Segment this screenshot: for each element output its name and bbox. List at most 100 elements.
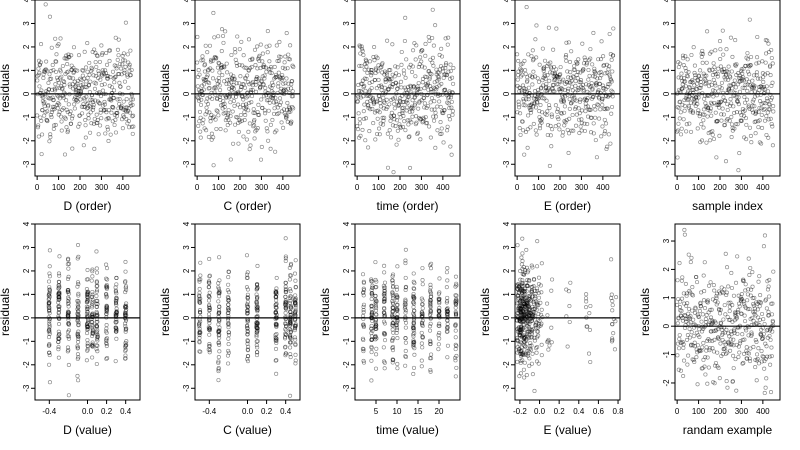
residual-point — [197, 310, 203, 315]
residual-point — [369, 378, 374, 383]
residual-point — [206, 318, 211, 323]
residual-point — [66, 309, 71, 314]
residual-point — [216, 355, 221, 360]
residual-point — [255, 339, 260, 344]
residual-point — [525, 298, 530, 303]
residual-point — [441, 69, 446, 74]
residual-point — [555, 75, 561, 80]
residual-point — [581, 67, 586, 72]
residual-point — [453, 311, 458, 316]
residual-point — [592, 74, 597, 79]
residual-point — [225, 288, 230, 293]
residual-point — [382, 331, 387, 336]
residual-point — [255, 308, 260, 313]
residual-point — [292, 323, 297, 328]
residual-point — [128, 101, 133, 106]
residual-point — [224, 115, 229, 120]
residual-point — [757, 140, 762, 145]
residual-point — [75, 344, 80, 349]
residual-point — [698, 85, 703, 90]
residual-point — [718, 307, 723, 312]
residual-point — [90, 315, 95, 320]
residual-point — [428, 311, 433, 316]
residual-point — [583, 109, 588, 114]
residual-point — [542, 58, 548, 63]
residual-point — [283, 331, 288, 336]
residual-point — [409, 104, 414, 109]
residual-point — [390, 337, 395, 342]
residual-point — [382, 100, 387, 105]
residual-point — [386, 87, 391, 92]
residual-point — [687, 91, 692, 96]
residual-point — [369, 312, 374, 317]
residual-point — [203, 62, 208, 67]
residual-point — [740, 297, 745, 302]
residual-point — [226, 325, 231, 330]
residual-point — [207, 321, 212, 326]
residual-point — [369, 337, 374, 343]
residual-point — [47, 290, 52, 295]
residual-point — [734, 342, 739, 347]
residual-point — [217, 335, 222, 340]
residual-point — [431, 43, 436, 48]
residual-point — [532, 296, 537, 301]
residual-point — [421, 117, 426, 122]
residual-point — [124, 301, 129, 306]
residual-point — [113, 75, 118, 80]
residual-point — [517, 285, 522, 290]
residual-point — [403, 308, 408, 313]
residual-point — [597, 96, 602, 101]
residual-point — [109, 91, 114, 96]
residual-point — [274, 99, 279, 104]
residual-point — [383, 79, 388, 84]
residual-point — [596, 57, 601, 62]
residual-point — [388, 114, 393, 119]
residual-point — [767, 49, 772, 55]
residual-point — [84, 79, 89, 84]
residual-point — [748, 83, 753, 88]
residual-point — [65, 109, 70, 115]
residual-point — [361, 290, 366, 296]
residual-point — [47, 77, 52, 82]
residual-point — [390, 316, 395, 321]
residual-point — [381, 292, 386, 297]
residual-point — [734, 316, 739, 321]
residual-point — [770, 319, 775, 325]
residual-point — [610, 69, 615, 74]
residual-point — [242, 110, 247, 115]
residual-point — [261, 82, 266, 87]
residual-point — [76, 304, 81, 309]
residual-point — [730, 54, 735, 59]
residual-point — [702, 112, 707, 117]
residual-point — [524, 289, 529, 294]
residual-point — [90, 289, 95, 295]
residual-point — [738, 341, 743, 346]
residual-point — [718, 341, 723, 346]
residual-point — [66, 310, 71, 315]
residual-point — [375, 98, 380, 103]
residual-point — [112, 113, 117, 118]
residual-point — [50, 104, 56, 109]
residual-point — [743, 63, 748, 68]
residual-point — [603, 107, 608, 112]
residual-point — [94, 298, 99, 304]
residual-point — [737, 151, 742, 156]
residual-point — [254, 76, 259, 82]
x-tick-label: -0.2 — [513, 407, 527, 416]
residual-point — [104, 337, 109, 342]
residual-point — [445, 42, 450, 47]
residual-point — [453, 322, 458, 327]
residual-point — [740, 71, 745, 76]
residual-point — [94, 311, 99, 316]
residual-point — [76, 282, 81, 287]
residual-point — [216, 367, 221, 372]
residual-point — [293, 284, 298, 289]
residual-point — [381, 95, 386, 100]
residual-point — [36, 58, 42, 63]
residual-point — [84, 106, 89, 111]
residual-point — [741, 278, 746, 284]
residual-point — [426, 34, 431, 39]
residual-point — [390, 338, 395, 344]
residual-point — [283, 321, 288, 327]
residual-point — [373, 300, 378, 305]
